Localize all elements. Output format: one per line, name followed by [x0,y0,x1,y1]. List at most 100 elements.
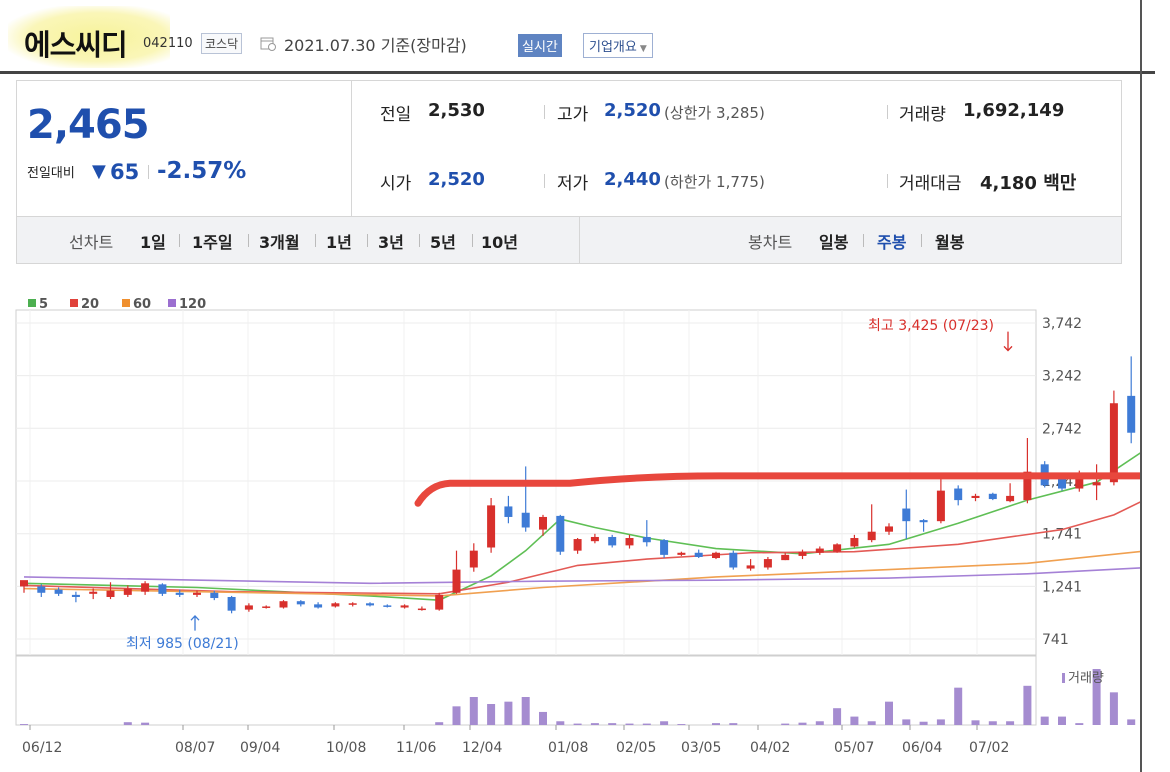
separator [887,174,888,188]
volume-bar [435,722,444,725]
candle-body [141,583,150,592]
volume-bar [712,723,720,725]
separator [544,174,545,188]
company-overview-dropdown[interactable]: 기업개요 ▼ [583,33,653,58]
candle-body [314,604,323,608]
candle-body [902,508,911,522]
tab-3m[interactable]: 3개월 [259,233,300,252]
quote-date: 2021.07.30 기준(장마감) [284,36,467,55]
volume-bar [487,704,496,725]
tab-monthly[interactable]: 월봉 [935,233,965,252]
candle-body [262,606,271,608]
volume-bar [798,722,807,725]
volume-bar [123,722,132,725]
candle-body [296,601,305,605]
candle-body [936,490,945,522]
candle-body [867,531,876,541]
header-divider [0,71,1155,74]
candle-body [106,590,115,597]
volume-label: 거래량 [899,105,946,125]
tab-daily[interactable]: 일봉 [819,233,849,252]
tab-3y[interactable]: 3년 [378,233,404,252]
change-separator [148,165,149,179]
trade-amount-label: 거래대금 [899,174,962,194]
volume-bar [504,701,513,725]
line-chart-label: 선차트 [69,233,114,252]
volume-bar [867,721,876,725]
x-tick-label: 09/04 [240,740,280,756]
candle-body [504,506,513,517]
candle-body [919,520,928,523]
y-tick-label: 1,241 [1042,579,1082,595]
price-box: 2,465 전일대비 ▼ 65 -2.57% [17,81,352,217]
tab-weekly[interactable]: 주봉 [877,233,907,252]
tab-1d[interactable]: 1일 [140,233,166,252]
tab-10y[interactable]: 10년 [481,233,518,252]
high-arrow [1003,331,1013,352]
title-highlight [8,6,170,68]
candle-body [227,596,236,611]
candle-body [590,536,599,542]
high-annotation: 최고 3,425 (07/23) [868,318,994,334]
volume-bar [1092,669,1101,725]
candle-body [400,605,409,608]
candle-body [71,594,80,597]
market-badge: 코스닥 [201,33,243,54]
change-percent: -2.57% [157,158,247,184]
x-tick-label: 12/04 [462,740,502,756]
x-tick-label: 05/07 [834,740,874,756]
volume-bar [833,708,842,725]
realtime-button[interactable]: 실시간 [518,34,562,57]
separator [472,234,473,247]
right-panel [1142,74,1170,772]
candle-body [781,554,790,561]
candle-body [383,605,392,607]
candle-body [763,559,772,568]
candle-body [608,536,617,546]
candle-body [54,589,63,594]
ma120-line [23,567,1140,585]
volume-bar [1127,719,1136,725]
current-price: 2,465 [27,102,150,148]
candle-body [244,605,253,610]
tab-1y[interactable]: 1년 [326,233,352,252]
candle-body [158,584,167,594]
company-name: 에스씨디 [24,28,128,62]
separator [179,234,180,247]
candle-body [1075,473,1084,489]
volume-bar [625,723,634,725]
volume-bar [850,716,859,725]
candle-body [37,586,46,593]
upper-limit: (상한가 3,285) [664,104,765,122]
x-tick-label: 06/04 [902,740,942,756]
tab-1w[interactable]: 1주일 [192,233,233,252]
candle-body [677,552,686,555]
quote-summary: 2,465 전일대비 ▼ 65 -2.57% 전일 2,530 고가 2,520… [16,80,1122,217]
legend-swatch [70,299,78,307]
low-arrow [190,614,200,631]
y-tick-label: 3,742 [1042,316,1082,332]
candle-body [954,488,963,501]
candle-body [469,550,478,568]
x-tick-label: 10/08 [326,740,366,756]
calendar-icon [260,35,276,51]
candle-body [1023,471,1032,501]
y-tick-label: 3,242 [1042,369,1082,385]
volume-bar [1006,721,1015,725]
candle-body [1092,482,1101,486]
down-arrow-icon: ▼ [92,161,106,182]
legend-swatch [28,299,36,307]
separator [887,105,888,119]
candle-body [642,536,651,543]
stock-code: 042110 [143,36,193,51]
volume-bar [781,723,790,725]
volume-bar [521,697,530,725]
separator [863,234,864,247]
x-tick-label: 02/05 [616,740,656,756]
tab-5y[interactable]: 5년 [430,233,456,252]
candle-body [20,580,28,587]
x-tick-label: 07/02 [969,740,1009,756]
volume-value: 1,692,149 [963,100,1065,121]
trade-amount-value: 4,180 백만 [980,173,1077,194]
